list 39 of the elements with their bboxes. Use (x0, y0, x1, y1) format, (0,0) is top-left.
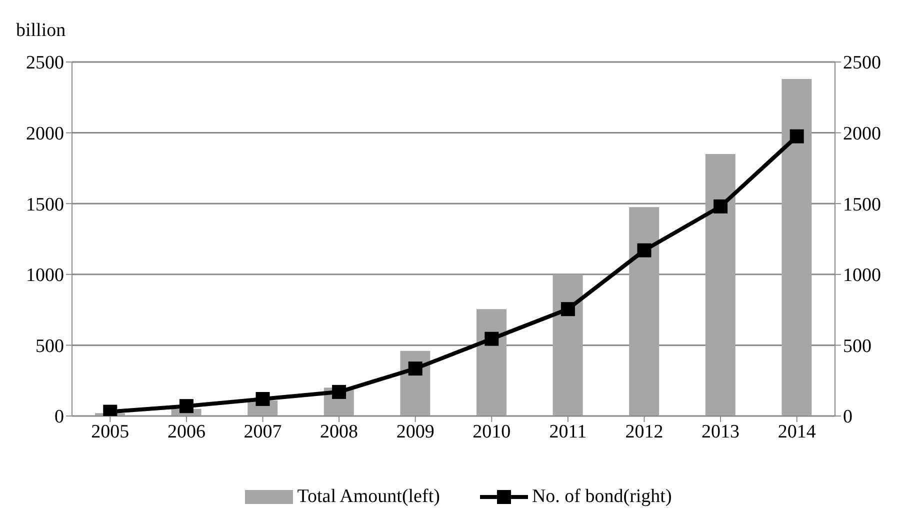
point (484, 332, 499, 346)
legend-label: Total Amount(left) (297, 486, 440, 508)
bar (552, 274, 583, 416)
legend-label: No. of bond(right) (532, 486, 672, 508)
point (408, 362, 422, 376)
y2-tick-label: 1000 (843, 265, 881, 286)
point (790, 129, 804, 144)
x-tick-label: 2010 (472, 421, 511, 442)
y2-tick-label: 2000 (843, 124, 881, 145)
bar (782, 78, 812, 416)
y2-tick-label: 1500 (843, 194, 881, 216)
bar (629, 207, 660, 416)
y-tick-label: 500 (36, 336, 64, 357)
y-axis-title: billion (16, 20, 66, 42)
y-tick-label: 2000 (26, 124, 64, 145)
point (714, 199, 728, 214)
y2-tick-label: 2500 (843, 52, 881, 74)
x-tick-label: 2005 (91, 421, 130, 442)
point (179, 399, 194, 414)
bar (705, 154, 736, 416)
point (256, 392, 270, 406)
point (637, 243, 652, 258)
x-tick-label: 2007 (244, 421, 282, 442)
bar (476, 309, 506, 416)
point (560, 302, 575, 316)
y2-tick-label: 500 (843, 336, 872, 357)
x-tick-label: 2009 (396, 421, 434, 442)
y-tick-label: 1000 (26, 265, 64, 286)
y-tick-label: 1500 (26, 194, 64, 216)
x-tick-label: 2006 (167, 421, 206, 442)
x-tick-label: 2008 (320, 421, 358, 442)
y-tick-label: 2500 (26, 52, 64, 74)
y2-tick-label: 0 (843, 406, 852, 428)
x-tick-label: 2012 (625, 421, 664, 442)
x-tick-label: 2013 (702, 421, 740, 442)
point (332, 384, 346, 399)
y-tick-label: 0 (54, 406, 64, 428)
x-tick-label: 2011 (549, 421, 587, 442)
x-tick-label: 2014 (778, 421, 816, 442)
